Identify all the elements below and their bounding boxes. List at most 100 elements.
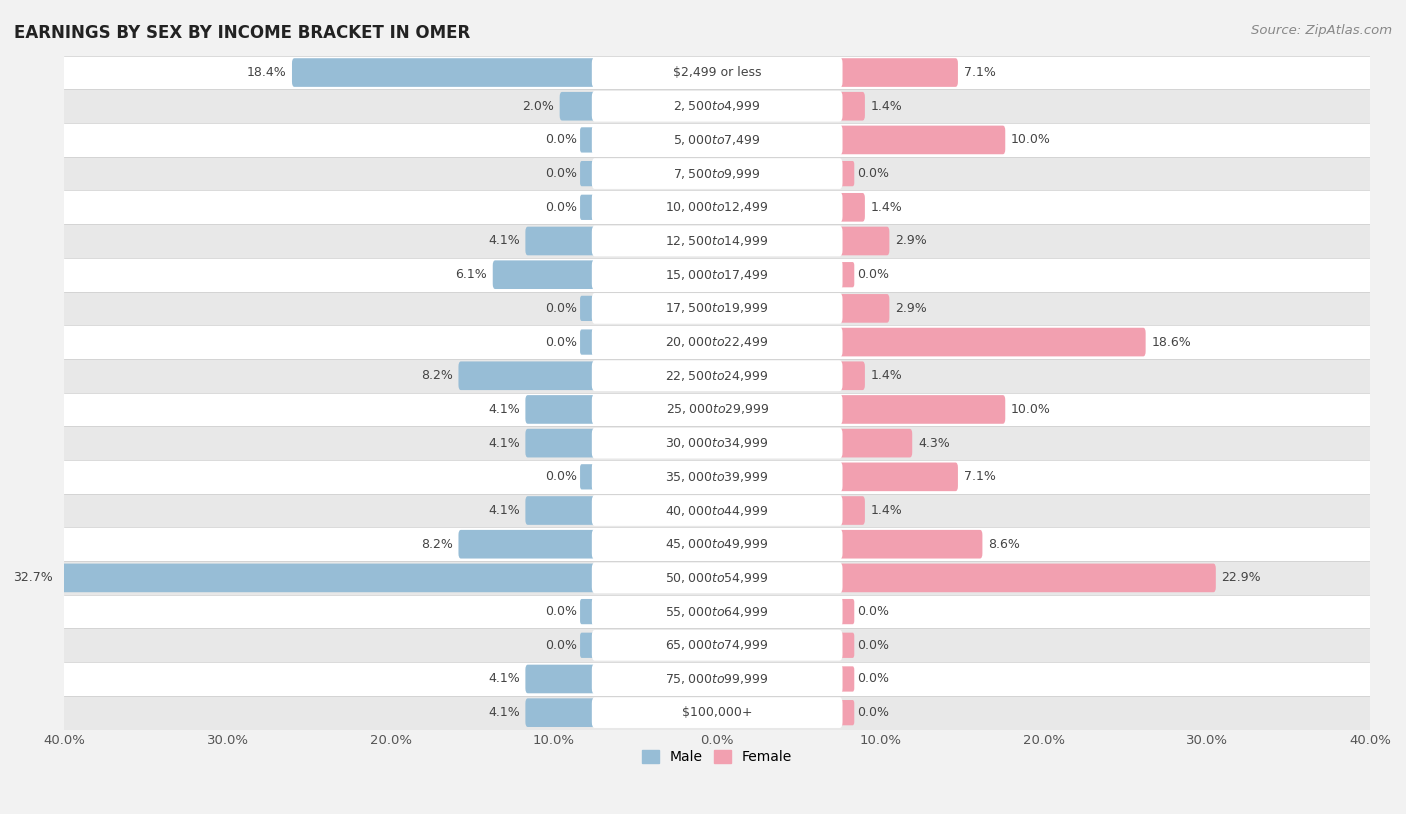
Text: 0.0%: 0.0% [858, 707, 890, 719]
FancyBboxPatch shape [592, 597, 842, 627]
FancyBboxPatch shape [65, 90, 1369, 123]
FancyBboxPatch shape [526, 497, 598, 525]
Text: 0.0%: 0.0% [544, 302, 576, 315]
Text: 1.4%: 1.4% [870, 100, 903, 112]
Text: 18.4%: 18.4% [246, 66, 287, 79]
Text: $20,000 to $22,499: $20,000 to $22,499 [665, 335, 769, 349]
FancyBboxPatch shape [592, 91, 842, 121]
FancyBboxPatch shape [581, 127, 596, 152]
Text: 0.0%: 0.0% [544, 201, 576, 214]
FancyBboxPatch shape [592, 630, 842, 661]
Text: 7.1%: 7.1% [963, 470, 995, 484]
Text: 0.0%: 0.0% [544, 167, 576, 180]
FancyBboxPatch shape [592, 326, 842, 357]
Text: 0.0%: 0.0% [544, 605, 576, 618]
Text: 2.0%: 2.0% [522, 100, 554, 112]
Text: 4.1%: 4.1% [488, 504, 520, 517]
Text: 0.0%: 0.0% [544, 133, 576, 147]
Text: $17,500 to $19,999: $17,500 to $19,999 [665, 301, 769, 315]
FancyBboxPatch shape [592, 698, 842, 728]
FancyBboxPatch shape [292, 59, 598, 87]
FancyBboxPatch shape [65, 493, 1369, 527]
Text: $5,000 to $7,499: $5,000 to $7,499 [673, 133, 761, 147]
Text: 4.1%: 4.1% [488, 436, 520, 449]
FancyBboxPatch shape [458, 530, 598, 558]
Text: $45,000 to $49,999: $45,000 to $49,999 [665, 537, 769, 551]
FancyBboxPatch shape [65, 55, 1369, 90]
FancyBboxPatch shape [837, 226, 890, 256]
FancyBboxPatch shape [65, 696, 1369, 729]
Text: 0.0%: 0.0% [858, 167, 890, 180]
Text: $10,000 to $12,499: $10,000 to $12,499 [665, 200, 769, 214]
FancyBboxPatch shape [838, 262, 855, 287]
Text: 2.9%: 2.9% [896, 302, 927, 315]
Text: 0.0%: 0.0% [858, 605, 890, 618]
FancyBboxPatch shape [65, 123, 1369, 157]
Text: $55,000 to $64,999: $55,000 to $64,999 [665, 605, 769, 619]
Text: $65,000 to $74,999: $65,000 to $74,999 [665, 638, 769, 652]
FancyBboxPatch shape [837, 125, 1005, 154]
Text: $75,000 to $99,999: $75,000 to $99,999 [665, 672, 769, 686]
FancyBboxPatch shape [838, 700, 855, 725]
FancyBboxPatch shape [838, 161, 855, 186]
Text: $25,000 to $29,999: $25,000 to $29,999 [665, 402, 769, 417]
Text: 6.1%: 6.1% [456, 268, 486, 281]
Text: 1.4%: 1.4% [870, 370, 903, 383]
FancyBboxPatch shape [592, 361, 842, 391]
FancyBboxPatch shape [592, 663, 842, 694]
FancyBboxPatch shape [458, 361, 598, 390]
FancyBboxPatch shape [581, 599, 596, 624]
Text: 1.4%: 1.4% [870, 201, 903, 214]
FancyBboxPatch shape [592, 293, 842, 324]
FancyBboxPatch shape [59, 563, 598, 593]
Text: 0.0%: 0.0% [858, 672, 890, 685]
FancyBboxPatch shape [837, 462, 957, 491]
FancyBboxPatch shape [65, 224, 1369, 258]
FancyBboxPatch shape [65, 662, 1369, 696]
Text: 4.1%: 4.1% [488, 403, 520, 416]
Text: $40,000 to $44,999: $40,000 to $44,999 [665, 504, 769, 518]
FancyBboxPatch shape [592, 495, 842, 526]
Text: 0.0%: 0.0% [544, 470, 576, 484]
FancyBboxPatch shape [65, 460, 1369, 493]
Text: 8.2%: 8.2% [420, 538, 453, 551]
FancyBboxPatch shape [592, 394, 842, 425]
FancyBboxPatch shape [837, 429, 912, 457]
Text: $2,499 or less: $2,499 or less [673, 66, 762, 79]
Text: $30,000 to $34,999: $30,000 to $34,999 [665, 436, 769, 450]
FancyBboxPatch shape [592, 125, 842, 155]
Text: 22.9%: 22.9% [1222, 571, 1261, 584]
FancyBboxPatch shape [838, 632, 855, 658]
FancyBboxPatch shape [581, 161, 596, 186]
FancyBboxPatch shape [581, 295, 596, 321]
FancyBboxPatch shape [65, 258, 1369, 291]
FancyBboxPatch shape [65, 190, 1369, 224]
FancyBboxPatch shape [592, 529, 842, 559]
FancyBboxPatch shape [581, 464, 596, 489]
FancyBboxPatch shape [592, 260, 842, 290]
Text: $35,000 to $39,999: $35,000 to $39,999 [665, 470, 769, 484]
FancyBboxPatch shape [492, 260, 598, 289]
FancyBboxPatch shape [838, 599, 855, 624]
Text: 0.0%: 0.0% [544, 639, 576, 652]
FancyBboxPatch shape [560, 92, 598, 120]
Text: 0.0%: 0.0% [544, 335, 576, 348]
FancyBboxPatch shape [65, 359, 1369, 392]
FancyBboxPatch shape [592, 192, 842, 223]
FancyBboxPatch shape [581, 330, 596, 355]
Legend: Male, Female: Male, Female [637, 745, 797, 770]
Text: $22,500 to $24,999: $22,500 to $24,999 [665, 369, 769, 383]
Text: $100,000+: $100,000+ [682, 707, 752, 719]
FancyBboxPatch shape [837, 563, 1216, 593]
FancyBboxPatch shape [592, 462, 842, 492]
FancyBboxPatch shape [526, 429, 598, 457]
FancyBboxPatch shape [65, 427, 1369, 460]
FancyBboxPatch shape [526, 665, 598, 694]
FancyBboxPatch shape [581, 632, 596, 658]
FancyBboxPatch shape [837, 294, 890, 322]
FancyBboxPatch shape [65, 595, 1369, 628]
FancyBboxPatch shape [837, 193, 865, 221]
FancyBboxPatch shape [65, 561, 1369, 595]
Text: EARNINGS BY SEX BY INCOME BRACKET IN OMER: EARNINGS BY SEX BY INCOME BRACKET IN OME… [14, 24, 471, 42]
FancyBboxPatch shape [65, 157, 1369, 190]
